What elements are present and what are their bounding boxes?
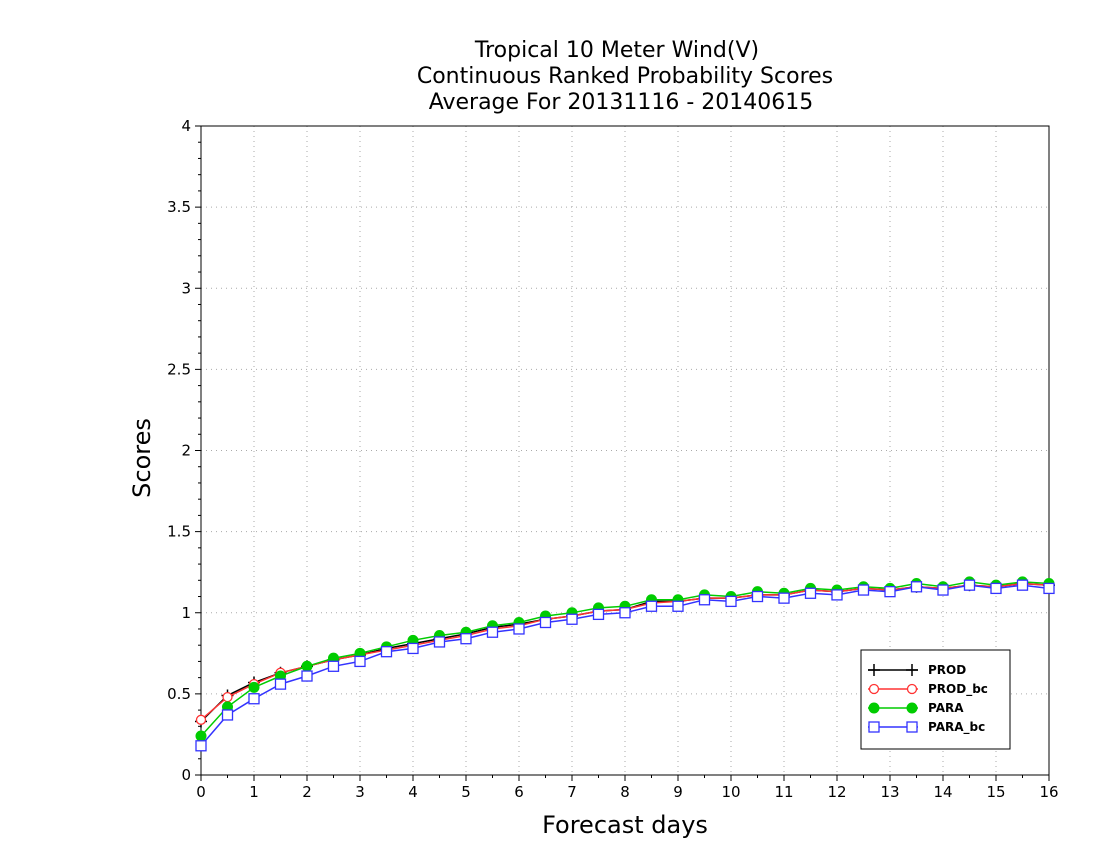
data-point-para-bc	[460, 633, 472, 645]
y-tick-label: 2.5	[167, 360, 191, 378]
x-tick-label: 6	[514, 783, 524, 801]
y-tick-label: 0.5	[167, 685, 191, 703]
data-point-para-bc	[221, 709, 234, 721]
series-layer	[195, 576, 1055, 752]
x-tick-label: 5	[461, 783, 471, 801]
data-point-para	[195, 730, 207, 742]
legend-marker	[906, 702, 918, 714]
data-point-para-bc	[407, 642, 419, 655]
data-point-para-bc	[195, 740, 207, 752]
legend-item-prod: PROD	[868, 663, 966, 677]
x-tick-label: 14	[933, 783, 952, 801]
data-point-para-bc	[380, 646, 393, 658]
data-point-para-bc	[751, 590, 764, 603]
legend-box	[860, 649, 1011, 750]
data-point-para-bc	[963, 579, 976, 591]
legend-marker	[906, 721, 918, 733]
data-point-para-bc	[248, 693, 260, 705]
y-tick-label: 1.5	[167, 523, 191, 541]
legend-item-para: PARA	[868, 701, 964, 715]
data-point-para-bc	[513, 623, 525, 635]
legend-item-para-bc: PARA_bc	[868, 720, 985, 735]
x-tick-label: 11	[774, 783, 793, 801]
y-tick-label: 3.5	[167, 198, 191, 216]
y-tick-label: 0	[181, 766, 191, 784]
x-tick-label: 16	[1039, 783, 1058, 801]
data-point-para-bc	[645, 600, 658, 612]
axis-ticks: 0 1 2 3 4 5 6 7 8 9 10 11 12 13 14 15 1600.511.522.533.5…	[167, 117, 1058, 801]
data-point-para-bc	[327, 660, 340, 672]
data-point-para-bc	[672, 600, 684, 612]
data-point-para-bc	[804, 587, 817, 599]
series-para-bc	[195, 579, 1055, 752]
x-tick-label: 10	[721, 783, 740, 801]
legend-marker	[868, 721, 880, 733]
x-tick-label: 8	[620, 783, 630, 801]
chart-title-line-2: Continuous Ranked Probability Scores	[417, 64, 833, 89]
x-tick-label: 9	[673, 783, 683, 801]
chart-title-line-3: Average For 20131116 - 20140615	[429, 90, 814, 115]
data-point-para-bc	[831, 589, 843, 601]
y-tick-label: 1	[181, 604, 191, 622]
data-point-para-bc	[725, 595, 737, 608]
legend-label: PARA	[928, 701, 964, 715]
data-point-para-bc	[566, 613, 578, 625]
data-point-para-bc	[1043, 582, 1055, 595]
data-point-prod-bc	[222, 691, 233, 703]
x-tick-label: 12	[827, 783, 846, 801]
data-point-para-bc	[884, 586, 896, 598]
legend-label: PROD_bc	[928, 682, 988, 697]
data-point-para-bc	[619, 607, 631, 619]
y-tick-label: 4	[181, 117, 191, 135]
x-tick-label: 3	[355, 783, 365, 801]
data-point-para-bc	[990, 582, 1002, 595]
data-point-para	[248, 681, 260, 693]
x-tick-label: 2	[302, 783, 312, 801]
data-point-para-bc	[778, 592, 790, 604]
y-axis-label: Scores	[128, 418, 156, 498]
y-tick-label: 3	[181, 279, 191, 297]
data-point-para-bc	[698, 594, 711, 606]
data-point-para-bc	[433, 636, 446, 648]
data-point-para-bc	[910, 581, 923, 593]
data-point-para-bc	[1016, 579, 1029, 591]
x-axis-label: Forecast days	[542, 811, 708, 839]
legend-label: PARA_bc	[928, 720, 985, 735]
data-point-para-bc	[857, 584, 870, 596]
legend-marker	[906, 664, 918, 676]
x-tick-label: 15	[986, 783, 1005, 801]
data-point-para-bc	[274, 678, 287, 690]
x-tick-label: 1	[249, 783, 259, 801]
legend-item-prod-bc: PROD_bc	[868, 682, 988, 697]
legend: PROD PROD_bc PARA PARA_bc	[860, 649, 1011, 750]
data-point-para-bc	[486, 626, 499, 638]
legend-label: PROD	[928, 663, 966, 677]
data-point-para-bc	[937, 584, 949, 596]
legend-marker	[906, 683, 918, 695]
data-point-prod-bc	[195, 714, 207, 725]
y-tick-label: 2	[181, 442, 191, 460]
chart-title-line-1: Tropical 10 Meter Wind(V)	[474, 38, 759, 63]
data-point-para-bc	[592, 608, 605, 621]
data-point-para-bc	[354, 655, 366, 668]
x-tick-label: 4	[408, 783, 418, 801]
x-tick-label: 13	[880, 783, 899, 801]
data-point-para-bc	[301, 670, 313, 682]
legend-marker	[868, 664, 880, 676]
legend-marker	[868, 702, 880, 714]
data-point-para	[301, 660, 313, 672]
x-tick-label: 0	[196, 783, 206, 801]
x-tick-label: 7	[567, 783, 577, 801]
data-point-para-bc	[539, 616, 552, 629]
legend-marker	[868, 683, 880, 695]
